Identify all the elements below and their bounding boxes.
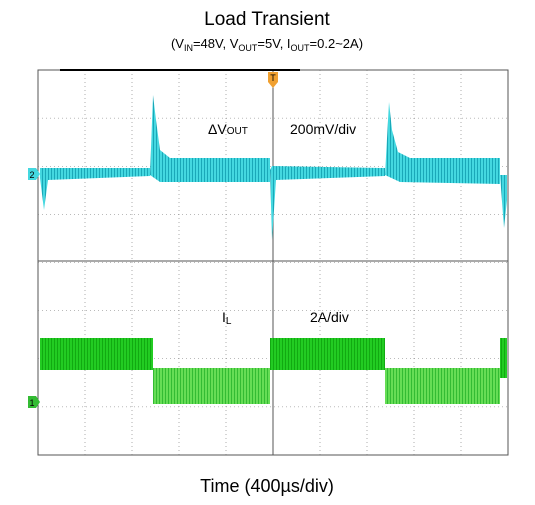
trigger-marker (268, 72, 278, 88)
label-part: OUT (227, 126, 248, 137)
il-waveform (40, 338, 507, 404)
trigger-label: T (270, 73, 276, 83)
channel-label: ΔVOUT (208, 121, 248, 137)
vout-waveform (40, 95, 507, 240)
subtitle-part: =0.2~2A) (310, 36, 364, 51)
channel-marker (28, 168, 40, 180)
label-part: I (222, 309, 226, 325)
subscript: IN (184, 43, 193, 53)
label-part: L (226, 316, 232, 327)
subscript: OUT (291, 43, 311, 53)
marker-label: 1 (29, 398, 34, 408)
channel-scale: 200mV/div (290, 121, 356, 137)
subtitle: (VIN=48V, VOUT=5V, IOUT=0.2~2A) (171, 36, 363, 53)
channel-label: IL (222, 309, 232, 327)
channel-scale: 2A/div (310, 309, 349, 325)
channel-marker (28, 396, 40, 408)
marker-label: 2 (29, 170, 34, 180)
subtitle-part: =5V, I (257, 36, 290, 51)
label-part: ΔV (208, 121, 227, 137)
subscript: OUT (238, 43, 258, 53)
subtitle-part: (V (171, 36, 184, 51)
title: Load Transient (204, 9, 330, 30)
subtitle-part: =48V, V (193, 36, 239, 51)
x-axis-label: Time (400µs/div) (200, 476, 334, 496)
